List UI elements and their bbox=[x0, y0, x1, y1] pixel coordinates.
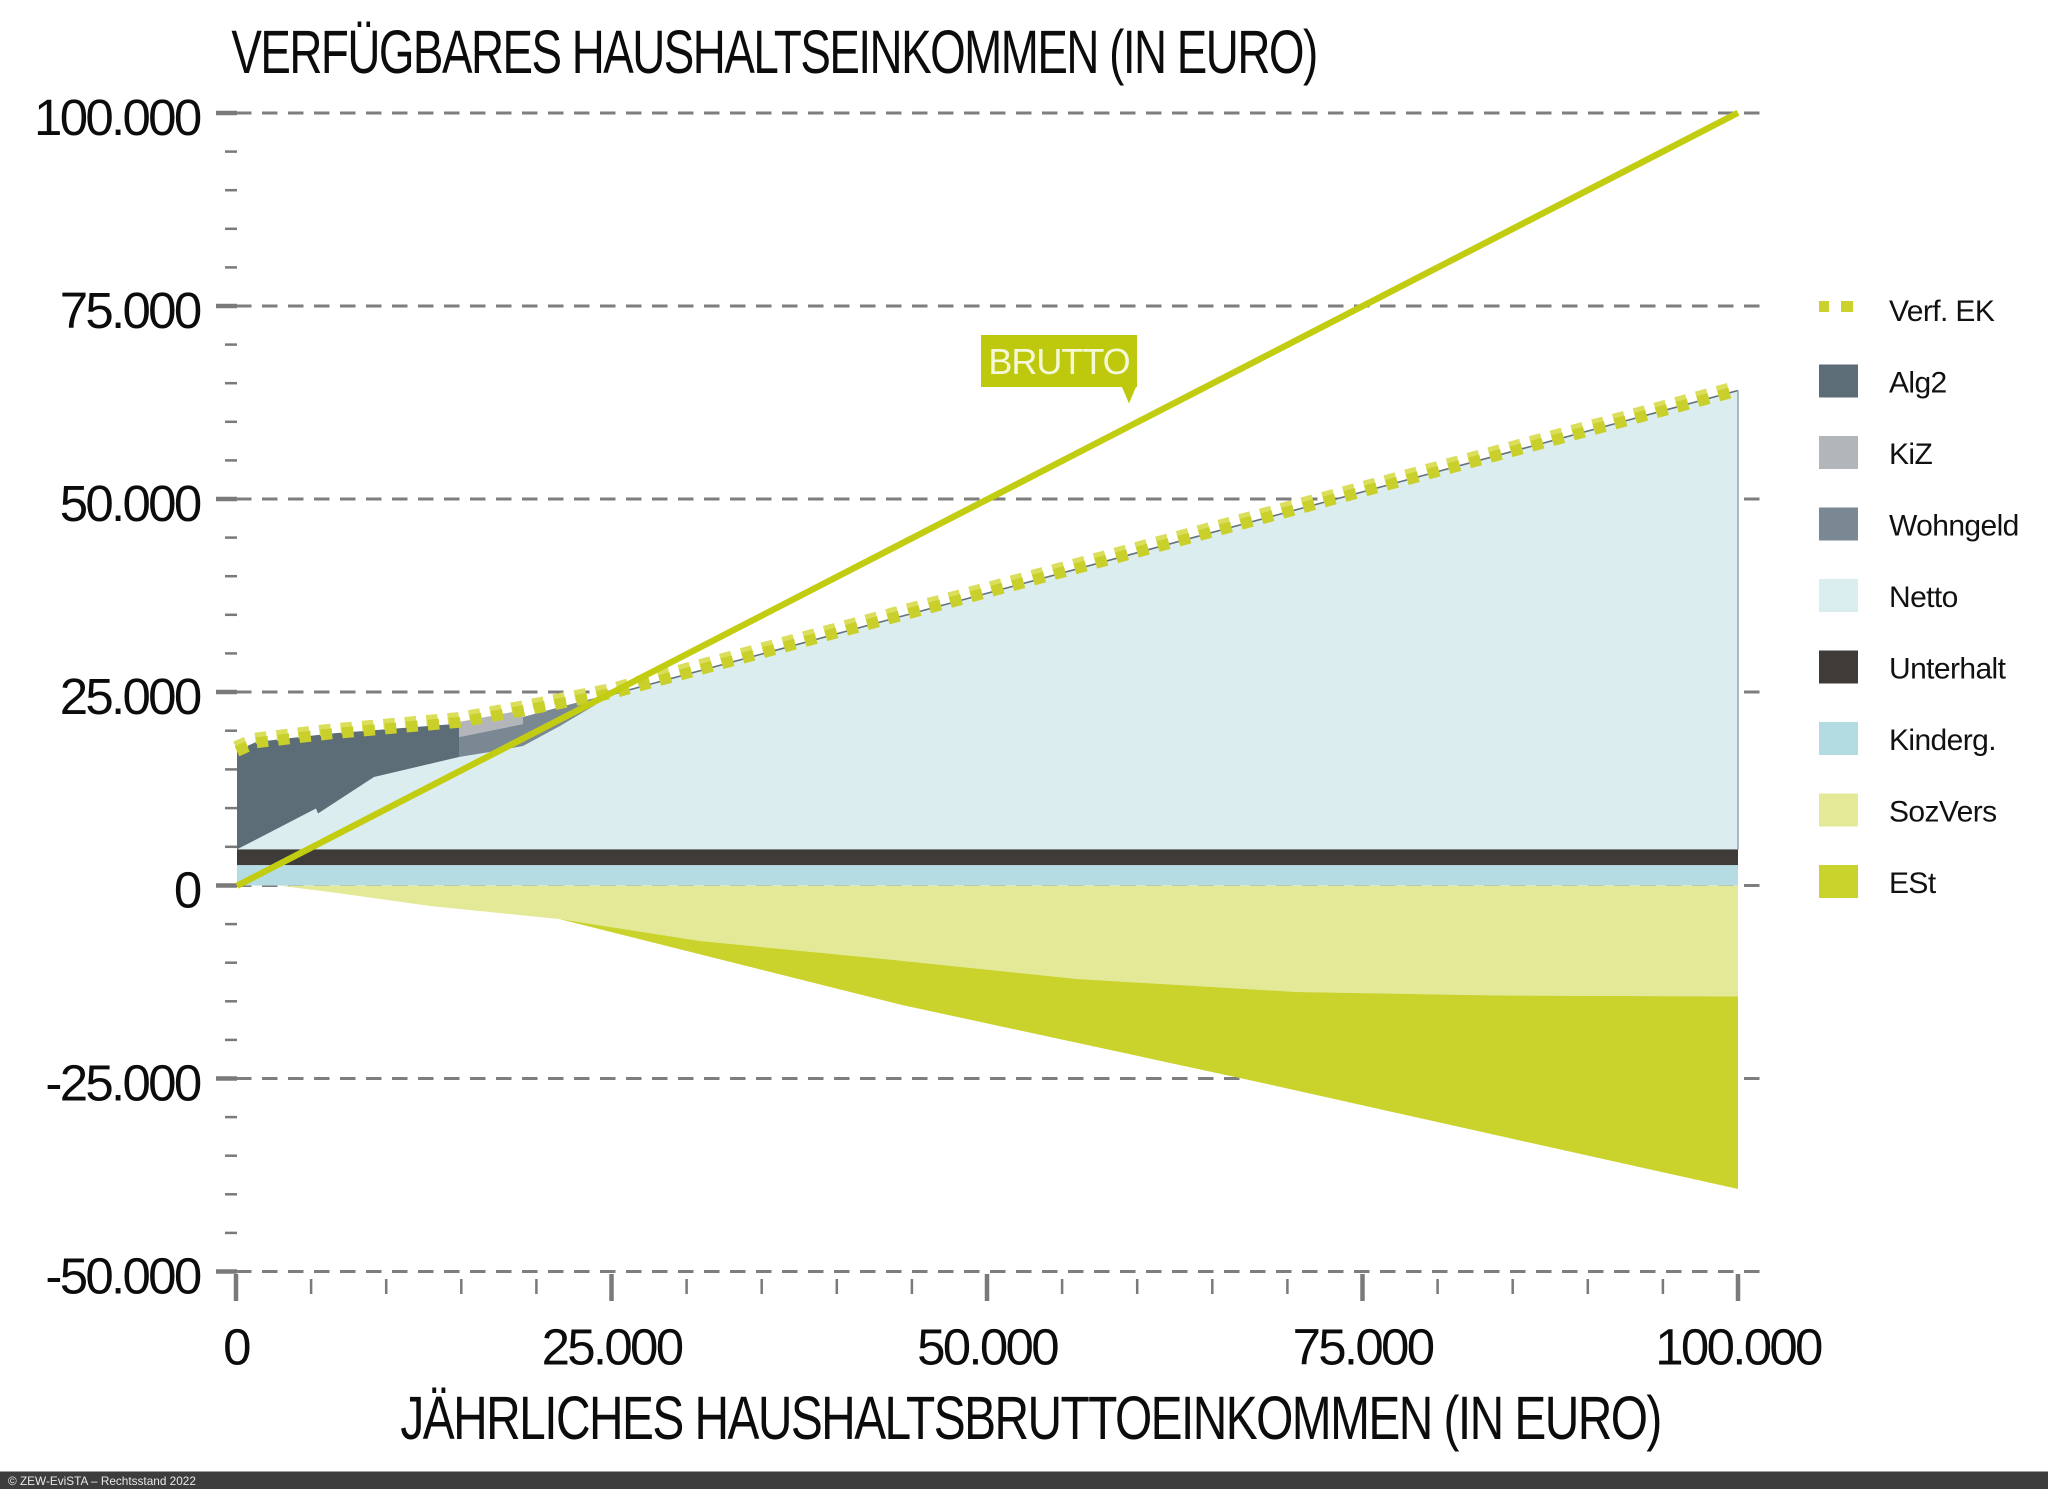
svg-text:75.000: 75.000 bbox=[60, 282, 201, 339]
svg-text:Netto: Netto bbox=[1889, 581, 1958, 614]
svg-text:100.000: 100.000 bbox=[34, 89, 201, 146]
svg-text:© ZEW-EviSTA – Rechtsstand 202: © ZEW-EviSTA – Rechtsstand 2022 bbox=[8, 1474, 196, 1488]
svg-text:SozVers: SozVers bbox=[1889, 796, 1997, 829]
svg-text:VERFÜGBARES HAUSHALTSEINKOMMEN: VERFÜGBARES HAUSHALTSEINKOMMEN (IN EURO) bbox=[231, 19, 1316, 87]
svg-text:25.000: 25.000 bbox=[542, 1319, 683, 1376]
svg-text:Verf. EK: Verf. EK bbox=[1889, 295, 1995, 328]
svg-text:Wohngeld: Wohngeld bbox=[1889, 510, 2019, 543]
svg-text:50.000: 50.000 bbox=[60, 475, 201, 532]
svg-text:25.000: 25.000 bbox=[60, 668, 201, 725]
svg-text:ESt: ESt bbox=[1889, 867, 1937, 900]
svg-text:KiZ: KiZ bbox=[1889, 438, 1932, 471]
svg-text:Alg2: Alg2 bbox=[1889, 367, 1947, 400]
svg-text:-25.000: -25.000 bbox=[45, 1054, 200, 1111]
svg-text:BRUTTO: BRUTTO bbox=[988, 341, 1129, 382]
svg-text:100.000: 100.000 bbox=[1655, 1319, 1822, 1376]
svg-text:Kinderg.: Kinderg. bbox=[1889, 724, 1996, 757]
svg-text:-50.000: -50.000 bbox=[45, 1247, 200, 1304]
svg-text:JÄHRLICHES HAUSHALTSBRUTTOEINK: JÄHRLICHES HAUSHALTSBRUTTOEINKOMMEN (IN … bbox=[400, 1383, 1660, 1452]
svg-text:50.000: 50.000 bbox=[917, 1319, 1058, 1376]
svg-text:75.000: 75.000 bbox=[1293, 1319, 1434, 1376]
svg-text:Unterhalt: Unterhalt bbox=[1889, 653, 2007, 686]
svg-text:0: 0 bbox=[223, 1319, 250, 1376]
svg-text:0: 0 bbox=[174, 861, 201, 918]
